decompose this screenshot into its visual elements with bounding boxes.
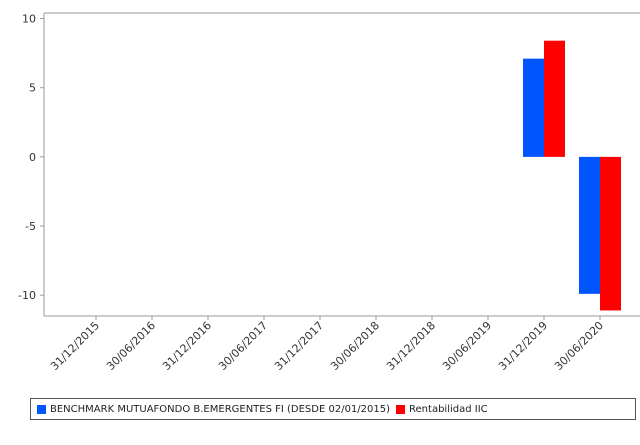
y-axis-ticks: 10 5 0 -5 -10 — [18, 13, 44, 302]
bar-rentabilidad-9 — [600, 156, 621, 311]
x-tick-label: 30/06/2020 — [552, 319, 606, 373]
bar-rentabilidad-8 — [544, 40, 565, 157]
x-tick-label: 31/12/2015 — [48, 319, 102, 373]
x-tick-label: 31/12/2018 — [384, 319, 438, 373]
y-tick-label: 0 — [29, 151, 36, 164]
legend-swatch-rentabilidad — [396, 404, 406, 414]
bar-chart: 10 5 0 -5 -10 31/12/2015 30/06/2016 31/12/2016… — [18, 12, 640, 373]
legend: BENCHMARK MUTUAFONDO B.EMERGENTES FI (DE… — [30, 398, 636, 420]
x-axis-ticks: 31/12/2015 30/06/2016 31/12/2016 30/06/2017… — [48, 316, 606, 373]
y-tick-label: 10 — [22, 13, 36, 26]
legend-swatch-benchmark — [37, 404, 46, 414]
x-tick-label: 31/12/2017 — [272, 319, 326, 373]
legend-item-rentabilidad: Rentabilidad IIC — [396, 404, 488, 415]
y-tick-label: 5 — [29, 82, 36, 95]
x-tick-label: 30/06/2017 — [216, 319, 270, 373]
y-tick-label: -5 — [25, 220, 36, 233]
legend-label-rentabilidad: Rentabilidad IIC — [409, 403, 488, 415]
x-tick-label: 31/12/2019 — [496, 319, 550, 373]
x-tick-label: 30/06/2019 — [440, 319, 494, 373]
bar-benchmark-8 — [523, 58, 544, 157]
bars-group — [523, 40, 621, 311]
x-tick-label: 30/06/2018 — [328, 319, 382, 373]
x-tick-label: 31/12/2016 — [160, 319, 214, 373]
legend-item-benchmark: BENCHMARK MUTUAFONDO B.EMERGENTES FI (DE… — [37, 404, 390, 415]
legend-label-benchmark: BENCHMARK MUTUAFONDO B.EMERGENTES FI (DE… — [50, 403, 391, 415]
bar-benchmark-9 — [579, 156, 600, 294]
x-tick-label: 30/06/2016 — [104, 319, 158, 373]
y-tick-label: -10 — [18, 289, 36, 302]
